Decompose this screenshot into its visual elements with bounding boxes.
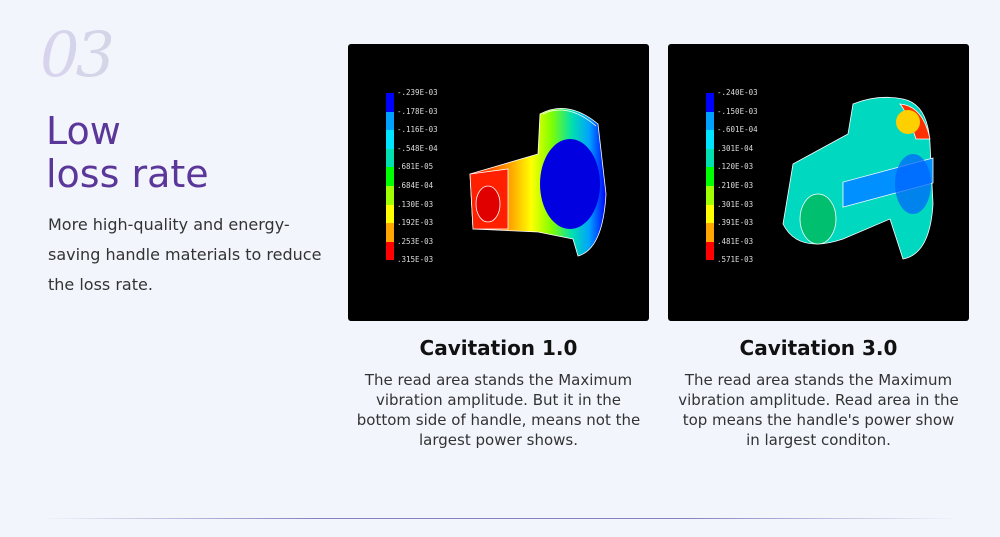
legend-label: .571E-03 bbox=[717, 255, 754, 265]
section-description: More high-quality and energy-saving hand… bbox=[48, 215, 322, 294]
legend-band bbox=[706, 204, 714, 224]
legend-band bbox=[706, 93, 714, 112]
legend-label: -.601E-04 bbox=[717, 125, 758, 135]
legend-band bbox=[706, 241, 714, 261]
legend-band bbox=[386, 148, 394, 168]
caption-text: The read area stands the Maximum vibrati… bbox=[678, 371, 959, 449]
simulation-image-cavitation-3: -.240E-03 -.150E-03 -.601E-04 .301E-04 .120E… bbox=[668, 44, 969, 321]
caption-title: Cavitation 3.0 bbox=[739, 336, 898, 360]
caption-title: Cavitation 1.0 bbox=[419, 336, 578, 360]
divider bbox=[40, 518, 960, 519]
title-line-1: Low bbox=[46, 109, 121, 153]
legend-label: .253E-03 bbox=[397, 236, 434, 246]
legend-label: -.150E-03 bbox=[717, 106, 758, 116]
legend-label: .210E-03 bbox=[717, 181, 754, 190]
legend-label: .301E-04 bbox=[717, 143, 754, 153]
fea-model-2 bbox=[782, 96, 934, 260]
section-number: 03 bbox=[40, 18, 115, 91]
legend-label: .481E-03 bbox=[717, 236, 754, 246]
caption-cavitation-1: Cavitation 1.0 The read area stands the … bbox=[348, 334, 649, 450]
legend-label: .130E-03 bbox=[397, 199, 434, 209]
legend-band bbox=[386, 111, 394, 131]
caption-cavitation-3: Cavitation 3.0 The read area stands the … bbox=[668, 334, 969, 450]
legend-band bbox=[386, 130, 394, 149]
section-title: Low loss rate bbox=[46, 110, 209, 196]
legend-band bbox=[386, 241, 394, 261]
legend-label: -.239E-03 bbox=[397, 88, 438, 97]
legend-band bbox=[386, 93, 394, 112]
legend-band bbox=[386, 186, 394, 205]
legend-band bbox=[706, 148, 714, 168]
legend-label: .681E-05 bbox=[397, 162, 434, 172]
legend-label: -.116E-03 bbox=[397, 125, 438, 135]
legend-band bbox=[706, 186, 714, 205]
legend-band bbox=[386, 223, 394, 242]
caption-text: The read area stands the Maximum vibrati… bbox=[356, 371, 641, 449]
legend-band bbox=[386, 204, 394, 224]
legend-band bbox=[706, 111, 714, 131]
legend-label: .301E-03 bbox=[717, 199, 754, 209]
simulation-image-cavitation-1: -.239E-03 -.178E-03 -.116E-03 -.548E-04 .681… bbox=[348, 44, 649, 321]
legend-band bbox=[706, 167, 714, 186]
legend-label: -.240E-03 bbox=[717, 88, 758, 97]
legend-label: .315E-03 bbox=[397, 255, 434, 265]
legend-band bbox=[706, 130, 714, 149]
legend-band bbox=[706, 223, 714, 242]
legend-label: -.178E-03 bbox=[397, 106, 438, 116]
legend-label: .192E-03 bbox=[397, 218, 434, 228]
title-line-2: loss rate bbox=[46, 152, 209, 196]
legend-band bbox=[386, 167, 394, 186]
legend-label: .684E-04 bbox=[397, 181, 434, 190]
legend-label: .120E-03 bbox=[717, 162, 754, 172]
fea-model-1 bbox=[469, 108, 607, 257]
legend-label: .391E-03 bbox=[717, 218, 754, 228]
legend-label: -.548E-04 bbox=[397, 143, 438, 153]
